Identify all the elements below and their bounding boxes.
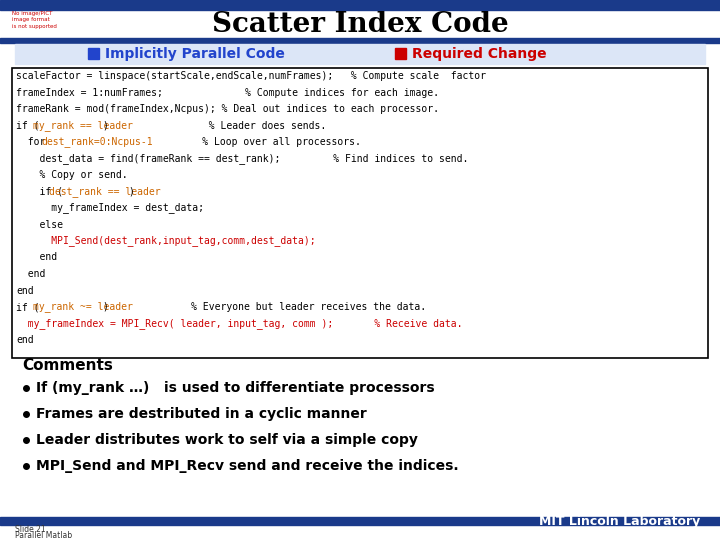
Text: scaleFactor = linspace(startScale,endScale,numFrames);   % Compute scale  factor: scaleFactor = linspace(startScale,endSca…: [16, 71, 486, 81]
Text: MIT Lincoln Laboratory: MIT Lincoln Laboratory: [539, 515, 700, 528]
Bar: [395, 48, 406, 59]
Text: end: end: [16, 269, 45, 279]
Text: Slide 21: Slide 21: [15, 524, 45, 534]
Text: end: end: [16, 253, 57, 262]
Text: frameIndex = 1:numFrames;              % Compute indices for each image.: frameIndex = 1:numFrames; % Compute indi…: [16, 87, 439, 98]
Text: Frames are destributed in a cyclic manner: Frames are destributed in a cyclic manne…: [36, 407, 366, 421]
Text: MPI_Send and MPI_Recv send and receive the indices.: MPI_Send and MPI_Recv send and receive t…: [36, 459, 459, 473]
Text: % Loop over all processors.: % Loop over all processors.: [120, 137, 361, 147]
Text: dest_rank == leader: dest_rank == leader: [49, 186, 161, 197]
Text: MPI_Send(dest_rank,input_tag,comm,dest_data);: MPI_Send(dest_rank,input_tag,comm,dest_d…: [16, 235, 315, 246]
Text: Implicitly Parallel Code: Implicitly Parallel Code: [105, 47, 285, 61]
Text: if (: if (: [16, 186, 63, 197]
Text: )              % Everyone but leader receives the data.: ) % Everyone but leader receives the dat…: [103, 302, 426, 312]
Text: Comments: Comments: [22, 359, 113, 374]
Text: )                 % Leader does sends.: ) % Leader does sends.: [103, 120, 326, 131]
Text: Required Change: Required Change: [412, 47, 546, 61]
Text: my_rank ~= leader: my_rank ~= leader: [32, 301, 132, 313]
Text: Scatter Index Code: Scatter Index Code: [212, 11, 508, 38]
Text: my_frameIndex = dest_data;: my_frameIndex = dest_data;: [16, 202, 204, 213]
FancyBboxPatch shape: [12, 68, 708, 358]
Bar: [0, 0, 720, 10]
Text: end: end: [16, 335, 34, 345]
Text: ): ): [128, 186, 134, 197]
Bar: [88, 48, 99, 59]
Text: Leader distributes work to self via a simple copy: Leader distributes work to self via a si…: [36, 433, 418, 447]
Text: dest_rank=0:Ncpus-1: dest_rank=0:Ncpus-1: [41, 137, 153, 147]
Text: If (my_rank …)   is used to differentiate processors: If (my_rank …) is used to differentiate …: [36, 381, 435, 395]
Text: Parallel Matlab: Parallel Matlab: [15, 530, 72, 539]
Text: for: for: [16, 137, 51, 147]
Text: end: end: [16, 286, 34, 295]
Text: if (: if (: [16, 302, 40, 312]
Text: % Copy or send.: % Copy or send.: [16, 170, 127, 180]
Bar: [15, 44, 705, 64]
Text: my_frameIndex = MPI_Recv( leader, input_tag, comm );       % Receive data.: my_frameIndex = MPI_Recv( leader, input_…: [16, 318, 462, 329]
Text: frameRank = mod(frameIndex,Ncpus); % Deal out indices to each processor.: frameRank = mod(frameIndex,Ncpus); % Dea…: [16, 104, 439, 114]
Bar: [0, 38, 720, 43]
Text: else: else: [16, 219, 63, 230]
Text: if (: if (: [16, 120, 40, 131]
Text: my_rank == leader: my_rank == leader: [32, 120, 132, 131]
Text: dest_data = find(frameRank == dest_rank);         % Find indices to send.: dest_data = find(frameRank == dest_rank)…: [16, 153, 469, 164]
Bar: [0, 517, 720, 525]
Text: No image/PICT
image format
is not supported: No image/PICT image format is not suppor…: [12, 11, 57, 29]
